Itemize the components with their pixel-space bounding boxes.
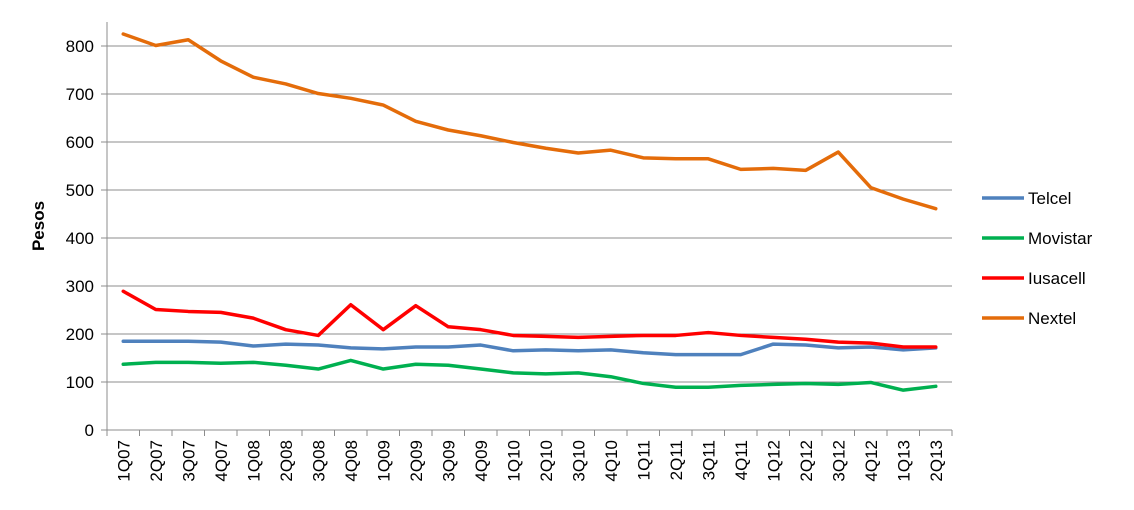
x-tick-label: 3Q08: [309, 440, 328, 482]
series-line-nextel: [121, 32, 938, 211]
x-tick-label: 3Q12: [829, 440, 848, 482]
x-tick-label: 1Q07: [114, 440, 133, 482]
y-tick-label: 400: [66, 229, 94, 248]
x-tick-label: 2Q09: [407, 440, 426, 482]
x-tick-label: 4Q11: [732, 440, 751, 480]
x-tick-label: 4Q07: [212, 440, 231, 482]
x-tick-label: 2Q08: [277, 440, 296, 482]
x-tick-label: 4Q12: [862, 440, 881, 482]
series-line-iusacell: [121, 289, 938, 349]
legend-label: Nextel: [1028, 309, 1076, 328]
legend-label: Movistar: [1028, 229, 1093, 248]
x-tick-label: 1Q08: [244, 440, 263, 482]
x-tick-label: 2Q10: [537, 440, 556, 482]
x-tick-label: 4Q09: [472, 440, 491, 482]
x-tick-label: 3Q11: [699, 440, 718, 480]
y-tick-label: 200: [66, 325, 94, 344]
x-tick-label: 2Q07: [147, 440, 166, 482]
x-tick-label: 4Q08: [342, 440, 361, 482]
x-tick-label: 3Q07: [179, 440, 198, 482]
x-tick-label: 1Q10: [504, 440, 523, 482]
y-tick-label: 700: [66, 85, 94, 104]
y-tick-label: 0: [85, 421, 94, 440]
x-tick-label: 1Q11: [634, 440, 653, 480]
x-tick-label: 1Q13: [894, 440, 913, 482]
y-axis-label: Pesos: [29, 201, 48, 251]
legend-label: Iusacell: [1028, 269, 1086, 288]
x-tick-label: 2Q11: [667, 440, 686, 480]
x-tick-label: 2Q12: [797, 440, 816, 482]
y-tick-label: 800: [66, 37, 94, 56]
x-tick-label: 3Q09: [439, 440, 458, 482]
x-tick-label: 4Q10: [602, 440, 621, 482]
y-tick-label: 600: [66, 133, 94, 152]
y-tick-label: 300: [66, 277, 94, 296]
x-tick-label: 1Q12: [764, 440, 783, 482]
x-tick-label: 1Q09: [374, 440, 393, 482]
y-tick-label: 500: [66, 181, 94, 200]
y-tick-label: 100: [66, 373, 94, 392]
x-tick-label: 3Q10: [569, 440, 588, 482]
series-line-telcel: [121, 339, 938, 357]
legend-label: Telcel: [1028, 189, 1071, 208]
series-line-movistar: [121, 358, 938, 392]
x-tick-label: 2Q13: [927, 440, 946, 482]
